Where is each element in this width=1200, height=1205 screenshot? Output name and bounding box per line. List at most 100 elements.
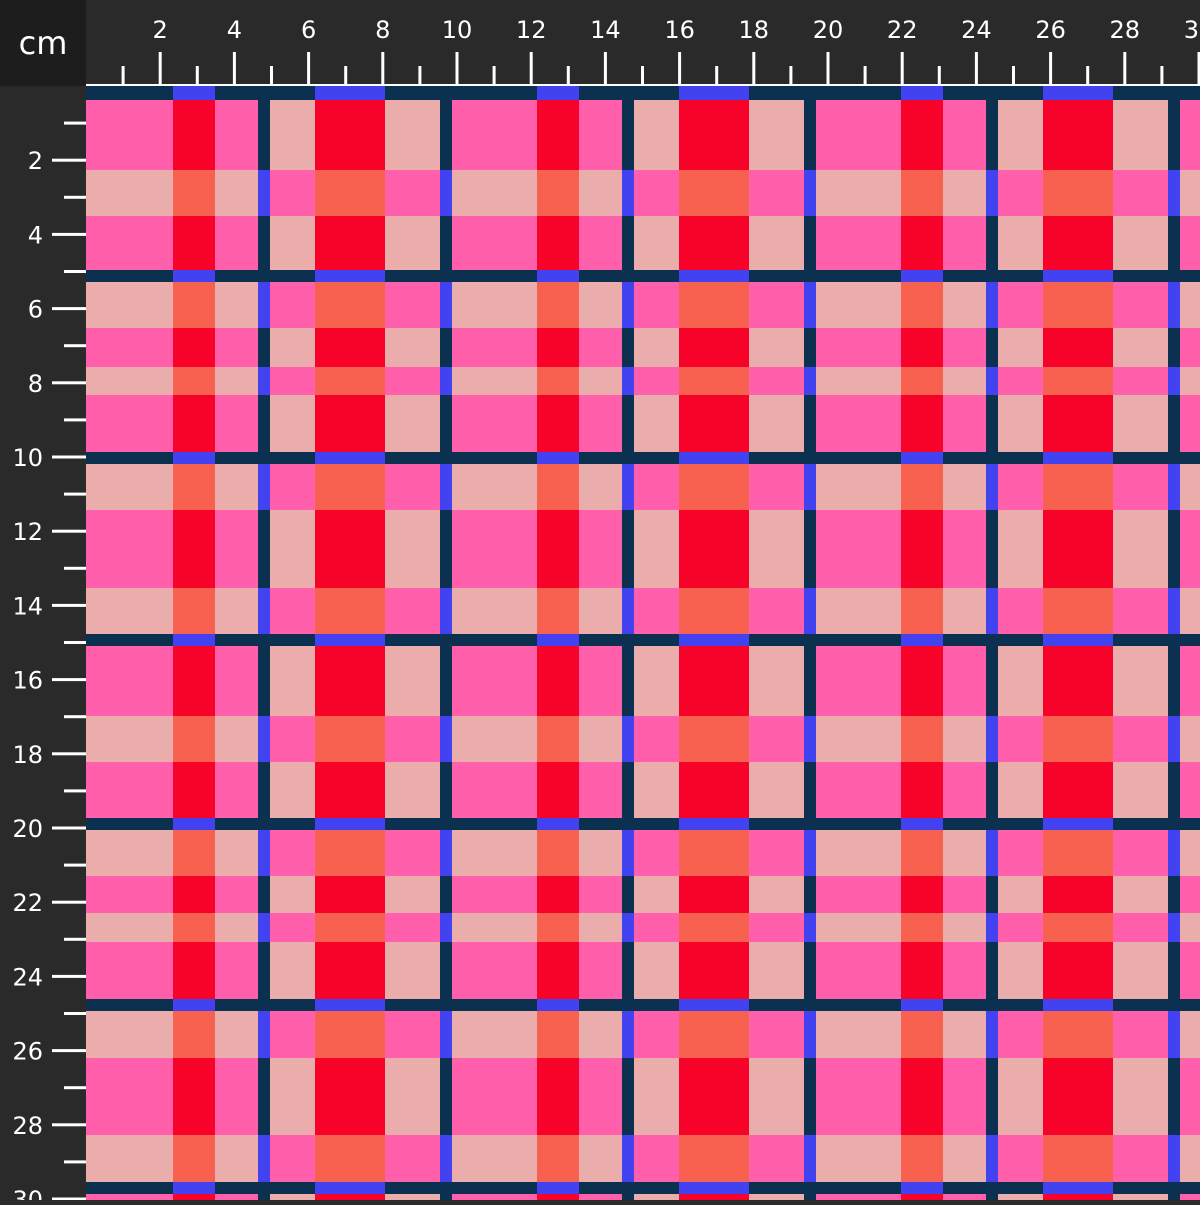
plaid-blue-accent [804, 1011, 816, 1058]
plaid-cell [385, 716, 440, 762]
plaid-cell [579, 942, 622, 999]
plaid-cell [270, 876, 315, 913]
top-ruler-label: 18 [739, 16, 770, 44]
plaid-blue-accent [1168, 716, 1180, 762]
plaid-cell [270, 913, 315, 942]
plaid-cell [749, 170, 804, 216]
left-ruler-label: 4 [28, 221, 43, 249]
plaid-cell [814, 170, 901, 216]
plaid-cell [215, 100, 258, 170]
plaid-cell [1043, 328, 1113, 367]
plaid-cell [315, 762, 385, 818]
left-ruler-label: 8 [28, 370, 43, 398]
plaid-cell [86, 830, 173, 876]
top-ruler-label: 30 [1184, 16, 1200, 44]
plaid-cell [814, 716, 901, 762]
plaid-cell [385, 942, 440, 999]
left-ruler-label: 28 [12, 1112, 43, 1140]
plaid-blue-accent [315, 270, 385, 282]
plaid-cell [450, 395, 537, 452]
plaid-cell [86, 1194, 173, 1200]
plaid-cell [679, 395, 749, 452]
plaid-blue-accent [173, 634, 215, 646]
plaid-cell [215, 876, 258, 913]
plaid-cell [1043, 464, 1113, 510]
plaid-blue-accent [901, 452, 943, 464]
plaid-blue-accent [986, 464, 998, 510]
plaid-blue-accent [1043, 818, 1113, 830]
plaid-pattern-swatch [86, 86, 1200, 1200]
plaid-cell [579, 282, 622, 328]
plaid-cell [270, 942, 315, 999]
plaid-cell [634, 1058, 679, 1135]
plaid-cell [998, 328, 1043, 367]
left-ruler-minor-tick [64, 1086, 86, 1089]
plaid-cell [579, 1194, 622, 1200]
plaid-cell [679, 170, 749, 216]
plaid-cell [270, 716, 315, 762]
plaid-cell [1043, 1058, 1113, 1135]
plaid-blue-accent [804, 282, 816, 328]
plaid-cell [998, 913, 1043, 942]
plaid-blue-accent [258, 1135, 270, 1182]
plaid-cell [579, 716, 622, 762]
plaid-blue-accent [679, 86, 749, 100]
plaid-cell [315, 464, 385, 510]
plaid-cell [86, 876, 173, 913]
plaid-cell [450, 830, 537, 876]
plaid-cell [901, 395, 943, 452]
plaid-blue-accent [986, 913, 998, 942]
plaid-cell [901, 588, 943, 634]
plaid-blue-accent [901, 818, 943, 830]
plaid-cell [749, 510, 804, 588]
plaid-cell [998, 588, 1043, 634]
top-ruler-major-tick [159, 52, 162, 86]
plaid-cell [315, 1194, 385, 1200]
plaid-blue-accent [679, 452, 749, 464]
plaid-cell [315, 282, 385, 328]
plaid-blue-accent [901, 634, 943, 646]
plaid-blue-accent [1043, 270, 1113, 282]
plaid-cell [86, 367, 173, 395]
plaid-cell [814, 395, 901, 452]
left-ruler-minor-tick [64, 196, 86, 199]
plaid-cell [901, 762, 943, 818]
plaid-cell [537, 510, 579, 588]
plaid-cell [1178, 1135, 1200, 1182]
top-ruler-minor-tick [270, 66, 273, 86]
plaid-cell [215, 716, 258, 762]
plaid-blue-accent [440, 913, 452, 942]
plaid-cell [86, 282, 173, 328]
plaid-cell [998, 464, 1043, 510]
plaid-cell [385, 876, 440, 913]
plaid-cell [634, 510, 679, 588]
plaid-cell [86, 464, 173, 510]
plaid-cell [814, 646, 901, 716]
plaid-blue-accent [258, 282, 270, 328]
plaid-cell [173, 367, 215, 395]
plaid-blue-accent [440, 588, 452, 634]
plaid-cell [173, 510, 215, 588]
top-ruler-minor-tick [122, 66, 125, 86]
plaid-cell [634, 1011, 679, 1058]
plaid-cell [86, 716, 173, 762]
plaid-cell [579, 328, 622, 367]
top-ruler-minor-tick [196, 66, 199, 86]
plaid-blue-accent [537, 818, 579, 830]
plaid-cell [315, 170, 385, 216]
plaid-cell [901, 830, 943, 876]
plaid-blue-accent [1043, 1182, 1113, 1194]
plaid-cell [679, 282, 749, 328]
plaid-cell [450, 1058, 537, 1135]
plaid-cell [215, 913, 258, 942]
plaid-cell [1113, 510, 1168, 588]
plaid-cell [1178, 216, 1200, 270]
top-ruler-major-tick [1123, 52, 1126, 86]
plaid-blue-accent [622, 170, 634, 216]
plaid-blue-accent [679, 270, 749, 282]
top-ruler-major-tick [381, 52, 384, 86]
plaid-cell [679, 942, 749, 999]
plaid-cell [1178, 942, 1200, 999]
plaid-cell [537, 367, 579, 395]
top-ruler-label: 10 [442, 16, 473, 44]
